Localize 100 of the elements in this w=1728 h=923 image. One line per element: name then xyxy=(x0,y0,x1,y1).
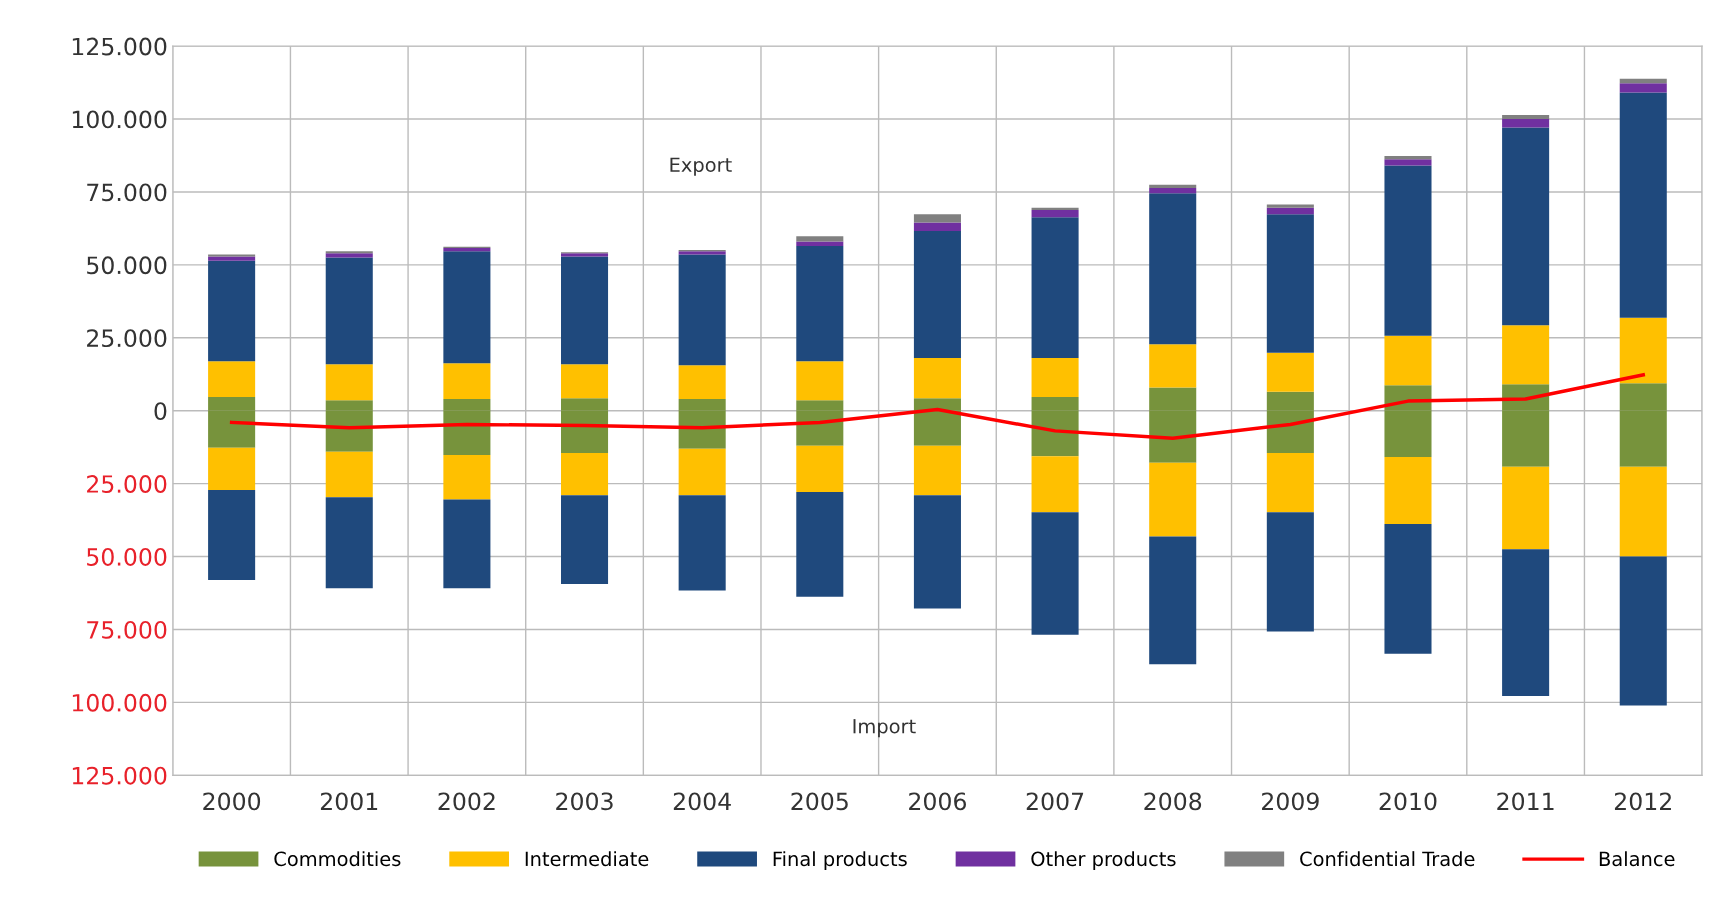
bar xyxy=(561,364,609,399)
x-tick-label: 2007 xyxy=(1026,792,1084,811)
bar xyxy=(1149,462,1197,537)
legend-label: Other products xyxy=(1031,851,1176,870)
bar xyxy=(443,247,491,252)
x-tick-label: 2000 xyxy=(203,792,261,811)
bar xyxy=(913,495,961,609)
bar xyxy=(1619,317,1667,384)
line-series xyxy=(229,373,1645,440)
bar xyxy=(1266,204,1314,208)
bar xyxy=(913,445,961,496)
bar xyxy=(796,236,844,242)
bar xyxy=(443,251,491,364)
bar xyxy=(561,495,609,584)
x-tick-label: 2006 xyxy=(909,792,966,811)
legend-label: Final products xyxy=(773,851,907,870)
bar xyxy=(1384,165,1432,336)
bar xyxy=(325,251,373,254)
bar xyxy=(678,495,726,591)
x-tick-label: 2005 xyxy=(791,792,848,811)
y-tick-label: 50.000 xyxy=(87,548,167,566)
x-tick-label: 2011 xyxy=(1497,792,1554,811)
bar xyxy=(1149,187,1197,194)
x-tick-label: 2002 xyxy=(438,792,495,811)
bar xyxy=(1619,78,1667,84)
bar xyxy=(1266,214,1314,353)
x-tick-label: 2008 xyxy=(1144,792,1202,811)
bar xyxy=(678,448,726,496)
bar xyxy=(1619,92,1667,318)
legend-label: Commodities xyxy=(274,851,401,867)
x-tick-label: 2001 xyxy=(320,792,378,811)
legend-label: Balance xyxy=(1599,851,1675,867)
bar xyxy=(561,453,609,496)
bar xyxy=(1384,159,1432,166)
bar xyxy=(1502,119,1550,128)
y-tick-label: 75.000 xyxy=(87,620,167,639)
bar xyxy=(1031,217,1079,358)
bar xyxy=(913,214,961,223)
bar xyxy=(1384,457,1432,524)
bar xyxy=(325,253,373,258)
bar xyxy=(208,361,256,398)
bar xyxy=(1031,456,1079,513)
bar xyxy=(1149,184,1197,188)
bar xyxy=(208,260,256,362)
bar xyxy=(1619,556,1667,706)
bar xyxy=(443,455,491,500)
bar xyxy=(796,361,844,401)
bar xyxy=(325,257,373,365)
bar xyxy=(1031,512,1079,635)
bar xyxy=(678,254,726,366)
bar xyxy=(1384,335,1432,386)
bar xyxy=(796,492,844,597)
annotation: Export xyxy=(670,157,732,176)
bar xyxy=(1266,512,1314,632)
bar xyxy=(1502,127,1550,326)
x-tick-label: 2010 xyxy=(1379,792,1437,811)
y-tick-label: 50.000 xyxy=(87,256,167,275)
bar xyxy=(443,499,491,589)
bar xyxy=(1502,325,1550,385)
y-tick-label: 125.000 xyxy=(72,766,167,785)
bar xyxy=(208,447,256,491)
legend-label: Intermediate xyxy=(525,851,649,867)
bar xyxy=(796,245,844,362)
bar xyxy=(1384,523,1432,654)
bar xyxy=(561,256,609,365)
bar xyxy=(1266,352,1314,392)
bar xyxy=(1502,114,1550,120)
bar xyxy=(1031,210,1079,218)
bar xyxy=(208,254,256,257)
bar xyxy=(208,490,256,580)
bar xyxy=(1149,536,1197,665)
bar xyxy=(796,445,844,493)
bar xyxy=(325,497,373,589)
y-tick-label: 25.000 xyxy=(87,475,167,493)
bar xyxy=(208,256,256,261)
bar xyxy=(1619,466,1667,557)
bar xyxy=(443,363,491,400)
bar xyxy=(913,222,961,232)
bar xyxy=(1031,357,1079,398)
x-tick-label: 2003 xyxy=(556,792,613,811)
y-tick-label: 0 xyxy=(154,402,167,421)
bar xyxy=(1502,466,1550,550)
bar xyxy=(1149,193,1197,345)
annotation: Import xyxy=(853,719,916,738)
bar xyxy=(1266,207,1314,215)
bar xyxy=(325,451,373,498)
x-tick-label: 2004 xyxy=(673,792,731,811)
bar xyxy=(678,365,726,400)
bar xyxy=(325,364,373,401)
x-tick-label: 2012 xyxy=(1614,792,1671,811)
bar xyxy=(1149,344,1197,388)
y-tick-label: 75.000 xyxy=(87,183,167,202)
legend-label: Confidential Trade xyxy=(1300,851,1475,867)
y-tick-label: 25.000 xyxy=(87,329,167,348)
bar xyxy=(796,241,844,246)
y-tick-label: 100.000 xyxy=(72,110,167,129)
y-tick-label: 100.000 xyxy=(72,693,167,712)
y-tick-label: 125.000 xyxy=(72,37,167,56)
bar xyxy=(1619,83,1667,93)
bar xyxy=(1502,549,1550,696)
